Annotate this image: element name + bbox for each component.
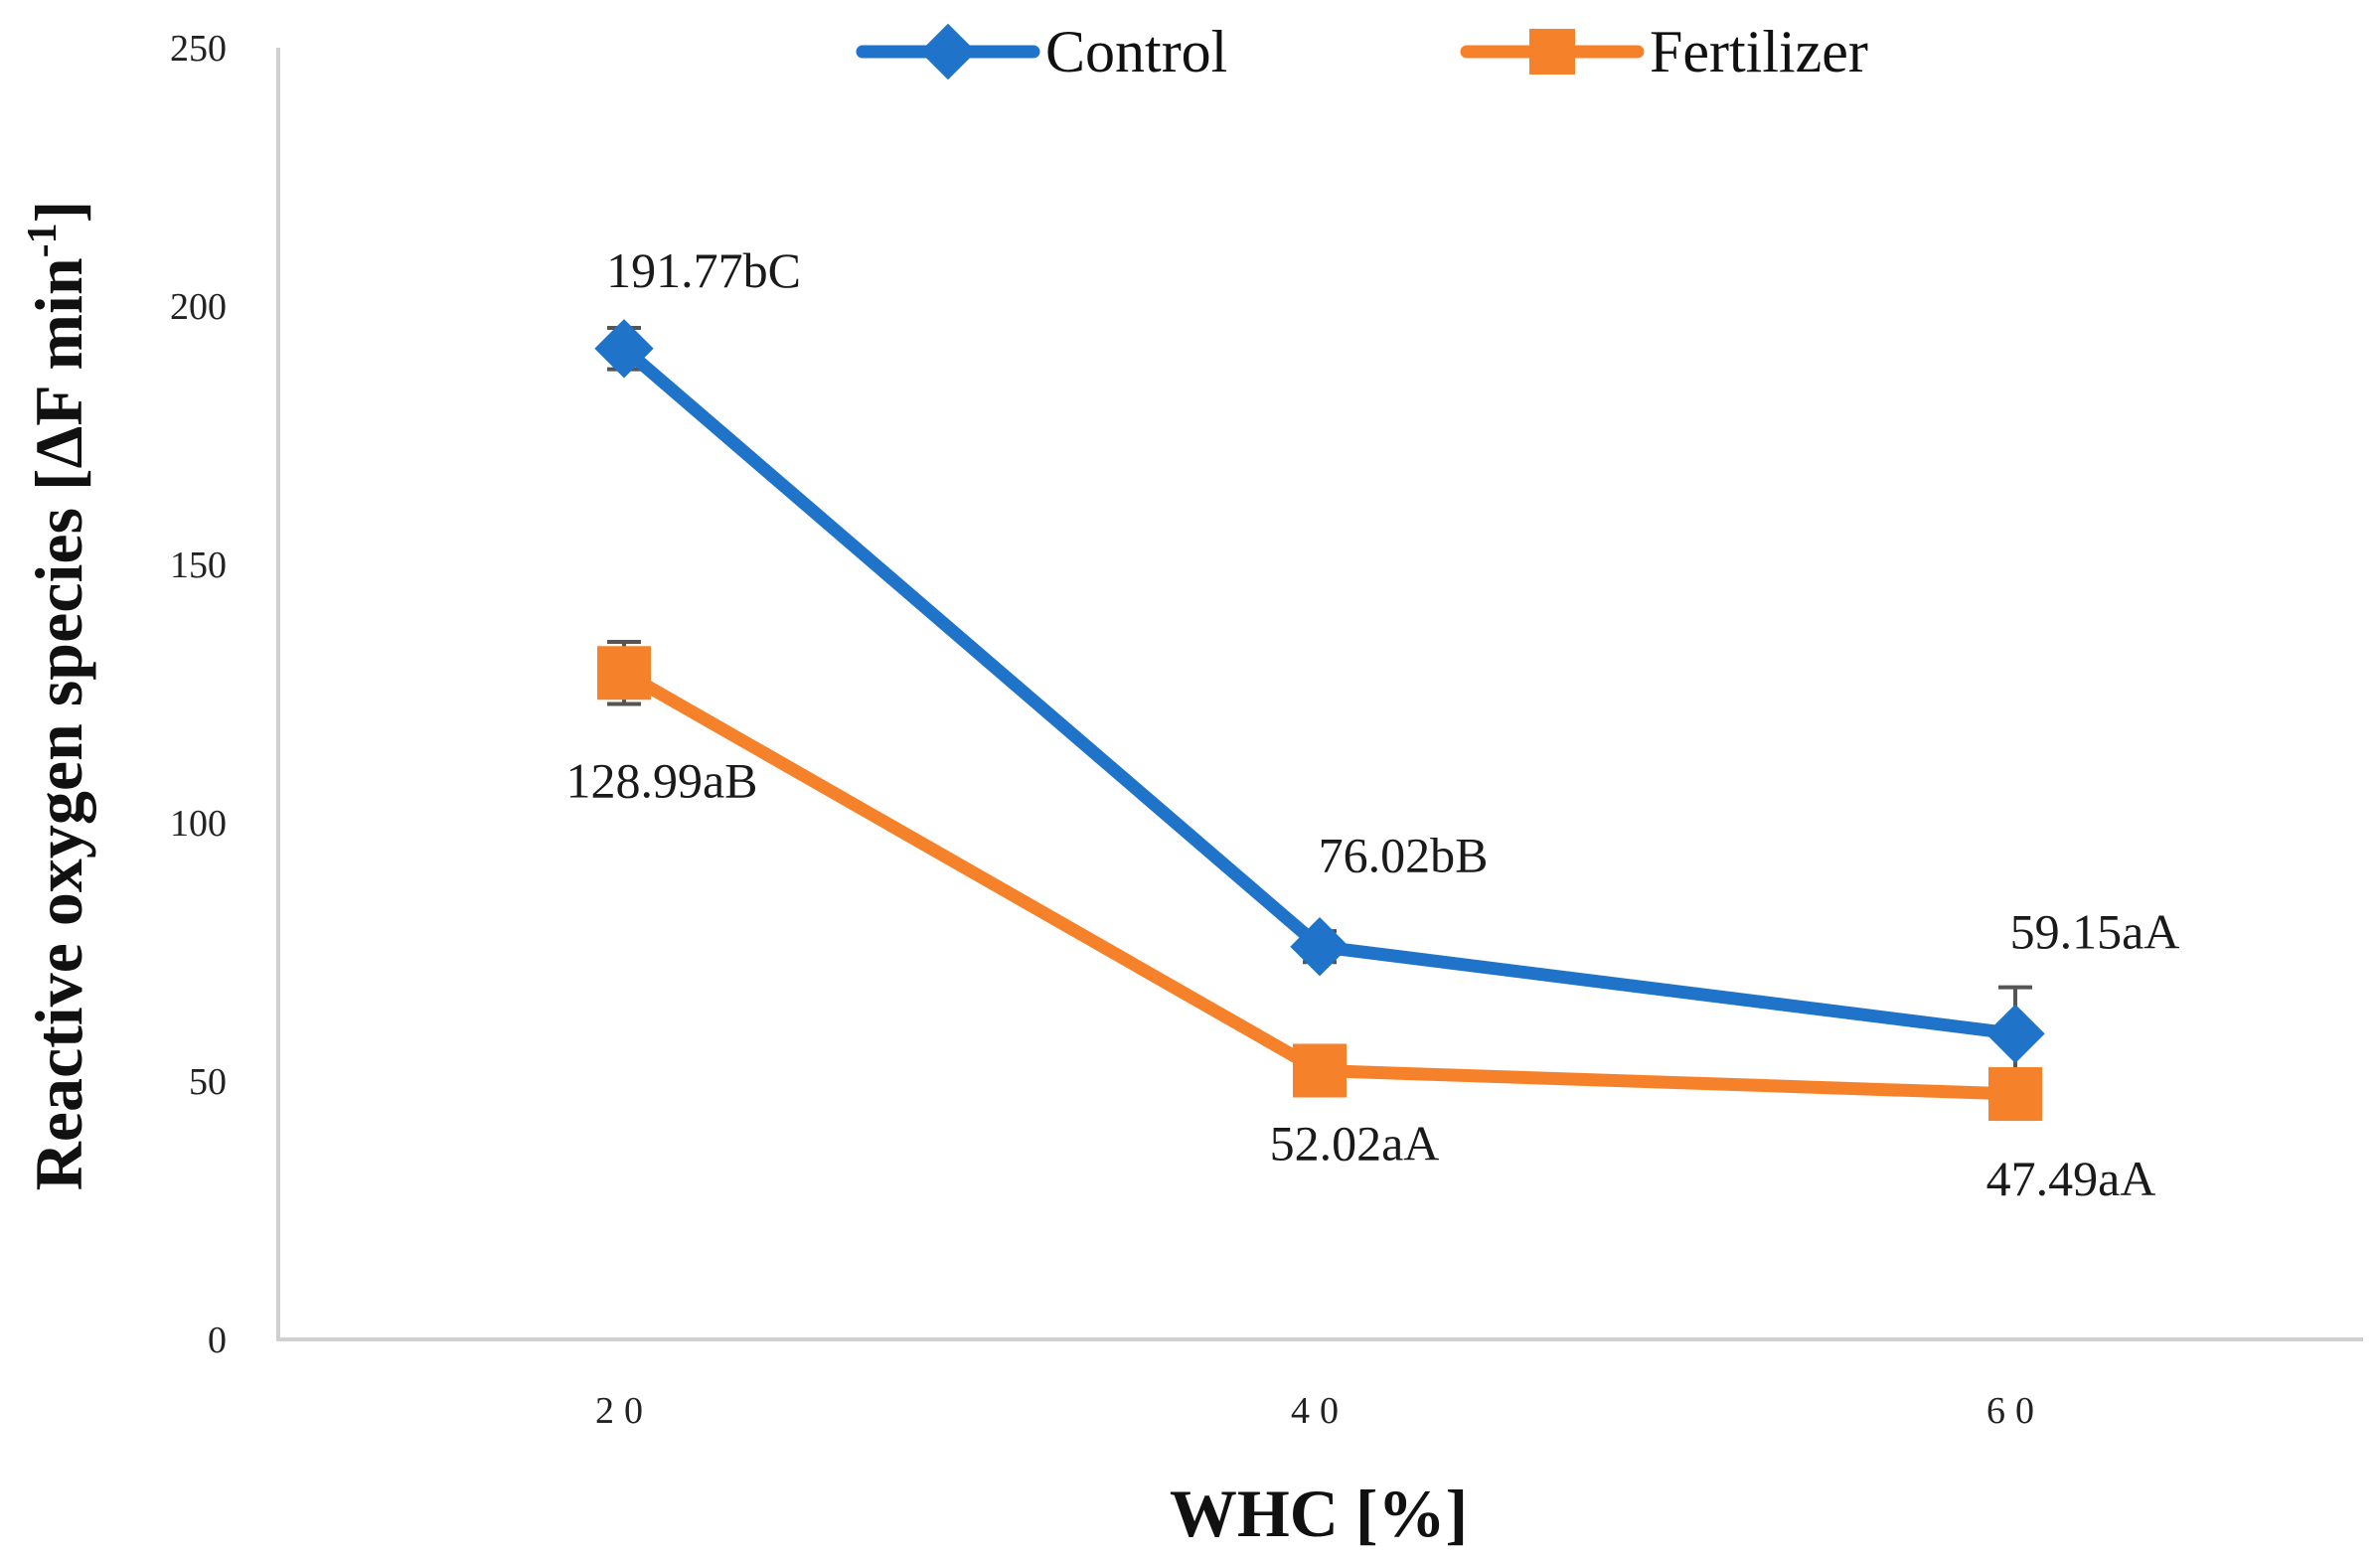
legend-marker-control: [919, 23, 977, 80]
legend-label-fertilizer: Fertilizer: [1650, 19, 1868, 84]
x-tick-labels: 20 40 60: [595, 1390, 2044, 1432]
x-tick-label-40: 40: [1291, 1390, 1349, 1432]
y-tick-label-100: 100: [170, 803, 227, 845]
x-axis: 20 40 60: [276, 1337, 2363, 1432]
x-axis-title: WHC [%]: [1170, 1476, 1468, 1551]
legend-item-fertilizer: Fertilizer: [1460, 19, 1868, 84]
legend-item-control: Control: [856, 19, 1227, 84]
marker-fertilizer-40: [1293, 1043, 1347, 1098]
y-axis-title: Reactive oxygen species [ΔF min-1]: [20, 201, 96, 1191]
y-tick-label-50: 50: [189, 1061, 227, 1103]
y-axis: 0 50 100 150 200 250: [170, 28, 280, 1361]
legend-label-control: Control: [1045, 19, 1227, 84]
y-tick-label-0: 0: [208, 1320, 227, 1361]
data-label-fertilizer-40: 52.02aA: [1270, 1115, 1440, 1170]
data-label-fertilizer-20: 128.99aB: [565, 752, 757, 808]
data-label-control-20: 191.77bC: [606, 242, 801, 298]
data-label-control-60: 59.15aA: [2010, 903, 2180, 959]
y-axis-title-superscript: -1: [20, 223, 66, 257]
marker-control-60: [1985, 1004, 2045, 1064]
y-axis-title-main: Reactive oxygen species [ΔF min: [21, 257, 96, 1190]
y-tick-label-250: 250: [170, 28, 227, 70]
y-tick-label-150: 150: [170, 545, 227, 586]
data-label-control-40: 76.02bB: [1319, 828, 1489, 883]
series-line-fertilizer: [617, 666, 2022, 1101]
legend: Control Fertilizer: [856, 19, 1868, 84]
x-tick-label-20: 20: [595, 1390, 653, 1432]
legend-marker-fertilizer: [1529, 29, 1575, 75]
y-tick-label-200: 200: [170, 286, 227, 328]
marker-control-20: [594, 319, 654, 379]
plot-series: 191.77bC 76.02bB 59.15aA 128.99aB 52.02aA 47.…: [565, 242, 2179, 1206]
y-axis-title-close: ]: [21, 201, 96, 224]
y-tick-labels: 0 50 100 150 200 250: [170, 28, 227, 1361]
marker-fertilizer-20: [597, 646, 651, 701]
data-label-fertilizer-60: 47.49aA: [1986, 1151, 2156, 1206]
marker-fertilizer-60: [1988, 1067, 2042, 1122]
x-tick-label-60: 60: [1986, 1390, 2044, 1432]
marker-control-40: [1290, 916, 1349, 977]
